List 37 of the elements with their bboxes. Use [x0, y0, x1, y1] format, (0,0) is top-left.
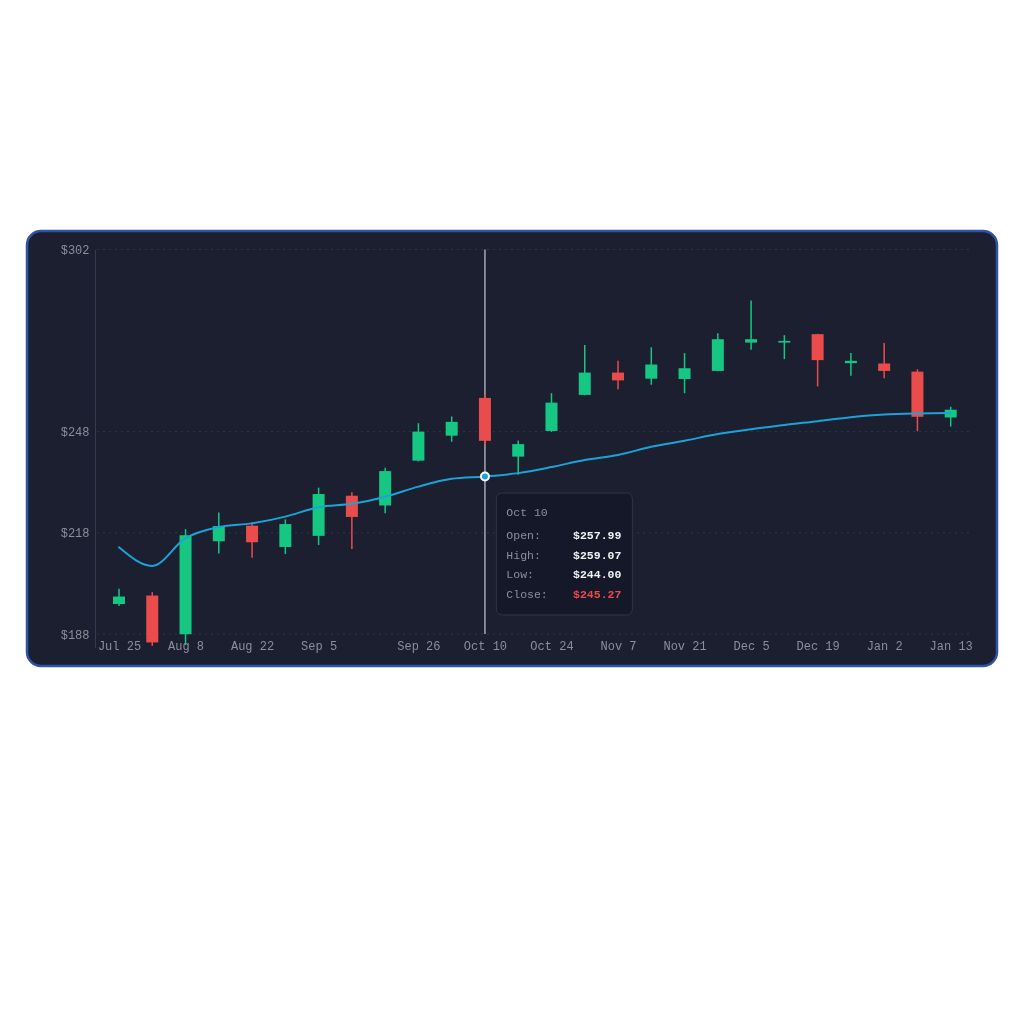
x-tick-label: Nov 21 [663, 639, 707, 654]
candlestick [578, 344, 591, 396]
x-tick-label: Aug 8 [168, 639, 205, 654]
candlestick [445, 415, 458, 443]
x-tick-label: Jul 25 [97, 639, 142, 654]
x-tick-label: Oct 24 [530, 639, 574, 654]
annotation: $259.07 [573, 548, 622, 562]
y-tick-label: $302 [60, 244, 90, 258]
candlestick [678, 352, 691, 394]
x-tick-label: Nov 7 [600, 639, 637, 654]
x-tick-label: Oct 10 [463, 639, 508, 654]
annotation: Oct 10 [506, 506, 548, 519]
annotation: $257.99 [573, 529, 622, 542]
candlestick [645, 346, 658, 386]
x-tick-label: Sep 26 [397, 639, 441, 654]
annotation: $245.27 [573, 588, 622, 602]
x-tick-label: Jan 13 [929, 639, 973, 654]
y-tick-label: $188 [60, 628, 90, 643]
candlestick [778, 334, 791, 360]
candlestick [745, 299, 758, 351]
annotation: $244.00 [573, 568, 622, 582]
x-tick-label: Jan 2 [866, 639, 903, 654]
annotation: Low: [506, 568, 534, 582]
candlestick [279, 518, 292, 555]
annotation: High: [506, 548, 541, 562]
candlestick [246, 521, 259, 559]
annotation: Open: [506, 529, 541, 542]
y-tick-label: $248 [60, 426, 90, 441]
x-tick-label: Dec 19 [796, 639, 840, 654]
y-tick-label: $218 [60, 527, 90, 542]
annotation: Close: [506, 588, 548, 602]
x-tick-label: Sep 5 [301, 639, 338, 654]
candlestick [512, 439, 525, 476]
candlestick [878, 342, 891, 380]
x-tick-label: Aug 22 [230, 639, 275, 654]
candlestick [612, 360, 625, 390]
x-tick-label: Dec 5 [733, 639, 770, 654]
